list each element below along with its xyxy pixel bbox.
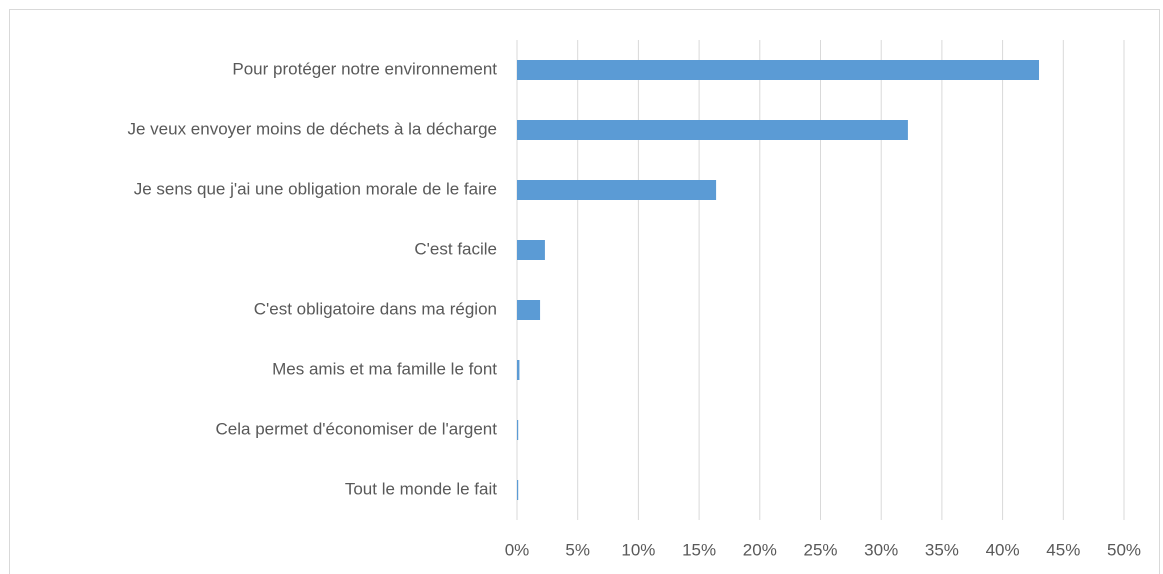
x-tick-label: 30% [864,540,898,559]
x-tick-label: 5% [565,540,590,559]
y-tick-label: Cela permet d'économiser de l'argent [216,419,498,438]
y-tick-label: Je veux envoyer moins de déchets à la dé… [127,119,497,138]
bar [517,300,541,320]
bar [517,60,1040,80]
y-tick-label: Tout le monde le fait [345,479,497,498]
y-tick-label: C'est obligatoire dans ma région [254,299,497,318]
bar [517,480,519,500]
chart-frame [9,9,1160,574]
y-tick-label: C'est facile [414,239,497,258]
y-tick-label: Mes amis et ma famille le font [272,359,497,378]
x-tick-label: 15% [682,540,716,559]
bar [517,180,717,200]
y-tick-label: Pour protéger notre environnement [232,59,497,78]
bar [517,240,545,260]
bar [517,120,908,140]
x-tick-label: 35% [925,540,959,559]
bar [517,420,519,440]
x-tick-label: 50% [1107,540,1141,559]
x-tick-label: 0% [505,540,530,559]
bar [517,360,520,380]
x-tick-label: 40% [986,540,1020,559]
y-tick-label: Je sens que j'ai une obligation morale d… [134,179,497,198]
x-tick-label: 20% [743,540,777,559]
x-tick-label: 10% [621,540,655,559]
x-tick-label: 25% [803,540,837,559]
x-tick-label: 45% [1046,540,1080,559]
